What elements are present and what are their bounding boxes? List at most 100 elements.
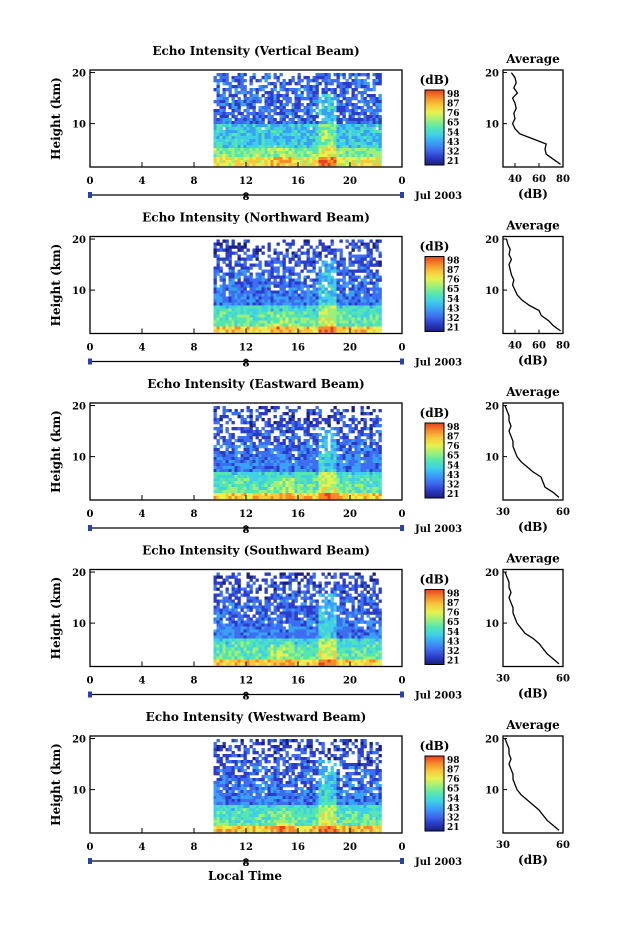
heat-cell (228, 118, 232, 122)
heat-cell (249, 124, 253, 128)
heat-cell (249, 412, 253, 416)
heat-cell (234, 103, 238, 107)
heat-cell (360, 611, 364, 615)
heat-cell (318, 454, 322, 458)
heat-cell (288, 329, 292, 333)
heat-cell (324, 133, 328, 137)
heat-cell (270, 299, 274, 303)
heat-cell (249, 415, 253, 419)
heat-cell (234, 133, 238, 137)
heat-cell (231, 281, 235, 285)
heat-cell (228, 451, 232, 455)
heat-cell (225, 484, 229, 488)
heat-cell (237, 245, 241, 249)
heat-cell (333, 251, 337, 255)
heat-cell (366, 481, 370, 485)
heat-cell (309, 421, 313, 425)
heat-cell (231, 242, 235, 246)
heat-cell (363, 599, 367, 603)
heat-cell (351, 145, 355, 149)
heat-cell (234, 469, 238, 473)
heat-cell (357, 421, 361, 425)
heat-cell (300, 293, 304, 297)
heat-cell (300, 91, 304, 95)
heat-cell (348, 148, 352, 152)
heat-cell (375, 121, 379, 125)
heat-cell (231, 299, 235, 303)
heat-cell (306, 293, 310, 297)
heat-cell (270, 487, 274, 491)
heat-cell (372, 320, 376, 324)
heat-cell (273, 326, 277, 330)
heat-cell (330, 326, 334, 330)
heat-cell (312, 260, 316, 264)
heat-cell (315, 442, 319, 446)
heat-cell (372, 590, 376, 594)
date-bar-end-marker (400, 525, 404, 531)
heat-cell (336, 85, 340, 89)
heat-cell (312, 463, 316, 467)
heat-cell (333, 284, 337, 288)
heat-cell (234, 412, 238, 416)
heat-cell (222, 308, 226, 312)
heat-cell (369, 430, 373, 434)
heat-cell (222, 605, 226, 609)
heat-cell (273, 463, 277, 467)
avg-tick-label: 60 (532, 174, 546, 185)
heat-cell (339, 82, 343, 86)
heat-cell (357, 611, 361, 615)
heat-cell (258, 121, 262, 125)
heat-cell (258, 587, 262, 591)
heat-cell (327, 593, 331, 597)
heat-cell (291, 106, 295, 110)
heat-cell (285, 142, 289, 146)
heat-cell (249, 148, 253, 152)
heat-cell (294, 496, 298, 500)
heat-cell (300, 602, 304, 606)
heat-cell (252, 430, 256, 434)
heat-cell (300, 94, 304, 98)
heat-cell (327, 472, 331, 476)
heat-cell (354, 160, 358, 164)
heat-cell (345, 320, 349, 324)
heat-cell (276, 293, 280, 297)
heat-cell (258, 145, 262, 149)
heat-cell (345, 433, 349, 437)
heat-cell (279, 490, 283, 494)
heat-cell (276, 151, 280, 155)
heat-cell (279, 263, 283, 267)
heat-cell (324, 590, 328, 594)
heat-cell (321, 493, 325, 497)
avg-tick-label: 80 (556, 341, 570, 352)
heat-cell (348, 424, 352, 428)
heat-cell (339, 602, 343, 606)
heat-cell (339, 596, 343, 600)
heat-cell (378, 142, 382, 146)
heat-cell (264, 451, 268, 455)
heat-cell (339, 311, 343, 315)
heat-cell (255, 248, 259, 252)
heat-cell (351, 302, 355, 306)
heat-cell (225, 578, 229, 582)
heat-cell (276, 469, 280, 473)
heat-cell (237, 163, 241, 167)
heat-cell (360, 266, 364, 270)
heat-cell (321, 487, 325, 491)
heat-cell (219, 326, 223, 330)
heat-cell (222, 73, 226, 77)
heat-cell (246, 427, 250, 431)
heat-cell (378, 121, 382, 125)
heat-cell (336, 299, 340, 303)
heat-cell (246, 460, 250, 464)
heat-cell (237, 572, 241, 576)
heat-cell (231, 611, 235, 615)
heat-cell (369, 154, 373, 158)
heat-cell (333, 602, 337, 606)
heat-cell (228, 94, 232, 98)
heat-cell (219, 121, 223, 125)
heat-cell (306, 314, 310, 318)
heat-cell (339, 493, 343, 497)
heat-cell (288, 97, 292, 101)
heat-cell (246, 299, 250, 303)
heat-cell (225, 248, 229, 252)
